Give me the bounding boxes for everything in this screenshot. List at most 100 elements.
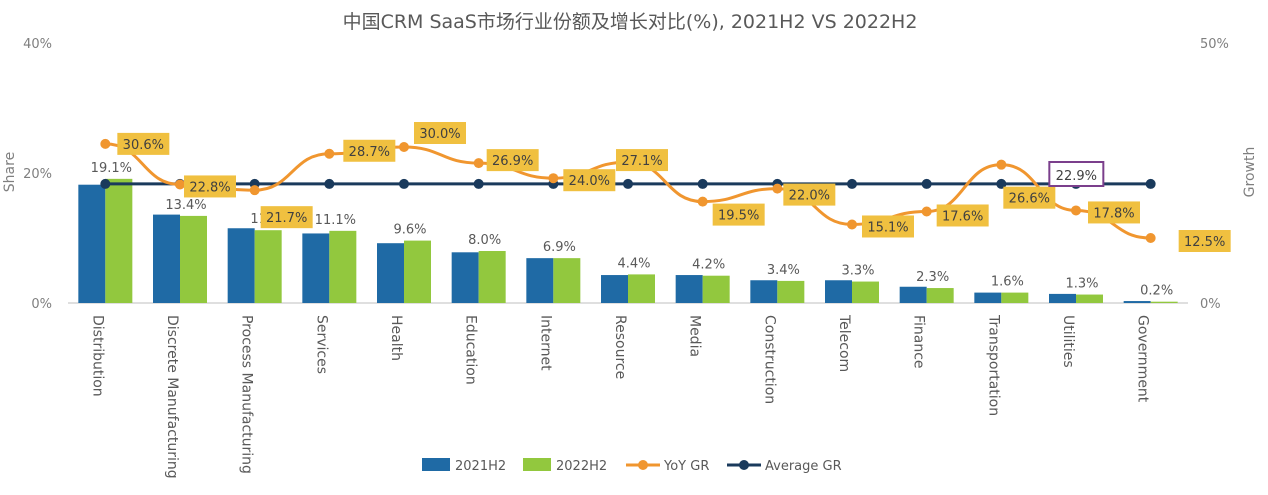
y-axis-title: Share [2, 152, 18, 192]
category-label: Transportation [985, 314, 1001, 416]
yoy-gr-point [100, 138, 111, 149]
average-gr-point [1145, 178, 1156, 189]
category-label: Utilities [1060, 315, 1076, 368]
average-gr-point [996, 178, 1007, 189]
yoy-gr-point [548, 173, 559, 184]
legend-swatch-2022h2 [523, 458, 551, 471]
yoy-label-box [260, 206, 313, 229]
category-label: Services [313, 315, 329, 374]
category-label: Telecom [836, 314, 852, 372]
bar-2021h2 [451, 252, 479, 303]
yoy-gr-point [399, 142, 409, 152]
bar-2021h2 [377, 243, 404, 303]
yoy-gr-point [324, 148, 335, 159]
bar-2022h2 [1150, 301, 1178, 303]
bar-value-label: 1.3% [1065, 277, 1098, 292]
category-label: Government [1135, 315, 1151, 403]
y2-axis-title: Growth [1242, 147, 1258, 198]
average-gr-point [473, 178, 484, 189]
yoy-label-box [783, 183, 836, 206]
y2-tick-label: 0% [1200, 297, 1221, 312]
bar-value-label: 19.1% [91, 161, 132, 176]
legend-label-2022h2: 2022H2 [556, 459, 607, 474]
yoy-label-box [1178, 230, 1231, 252]
yoy-label-box [1003, 186, 1056, 209]
yoy-label-box [1088, 201, 1140, 224]
yoy-label-box [936, 204, 989, 227]
bar-2022h2 [329, 230, 357, 303]
bar-value-label: 11.1% [315, 213, 356, 228]
bar-2021h2 [1049, 293, 1076, 303]
bar-value-label: 6.9% [543, 240, 576, 255]
bar-2021h2 [526, 258, 554, 303]
average-gr-point [921, 178, 932, 189]
yoy-value-label: 17.6% [942, 209, 983, 224]
yoy-gr-point [1071, 205, 1081, 216]
yoy-value-label: 17.8% [1093, 206, 1134, 221]
yoy-label-box [862, 215, 914, 238]
bar-2022h2 [553, 258, 581, 303]
bar-value-label: 8.0% [468, 233, 501, 248]
y2-tick-label: 50% [1200, 37, 1229, 52]
y-tick-label: 0% [31, 297, 52, 312]
lines [100, 138, 1156, 243]
average-gr-point [847, 178, 857, 189]
bar-value-label: 3.3% [841, 264, 874, 279]
category-label: Media [687, 315, 703, 357]
bar-2022h2 [180, 215, 207, 303]
bar-2021h2 [601, 275, 628, 303]
bar-2021h2 [153, 214, 180, 303]
yoy-gr-point [249, 185, 260, 196]
yoy-value-label: 26.9% [492, 154, 533, 169]
yoy-value-label: 30.0% [419, 127, 460, 142]
bar-value-label: 3.4% [767, 263, 800, 278]
bar-2021h2 [974, 292, 1002, 303]
yoy-value-label: 19.5% [718, 209, 759, 224]
category-label: Distribution [89, 315, 105, 397]
average-gr-point [399, 178, 409, 189]
yoy-value-label: 30.6% [123, 138, 164, 153]
y-tick-label: 40% [23, 37, 52, 52]
bar-2021h2 [227, 228, 255, 303]
legend-swatch-avg-marker [739, 460, 749, 470]
yoy-label-box [184, 175, 236, 198]
yoy-gr-point [921, 206, 932, 217]
yoy-gr-point [996, 159, 1007, 170]
category-label: Process Manufacturing [239, 315, 255, 474]
yoy-label-box [343, 139, 396, 162]
bar-2022h2 [404, 240, 431, 303]
category-label: Finance [911, 315, 927, 369]
bar-2022h2 [926, 288, 954, 303]
category-label: Education [463, 315, 479, 385]
average-gr-point [623, 178, 633, 189]
category-label: Discrete Manufacturing [164, 315, 180, 479]
yoy-label-box [486, 149, 539, 172]
bar-2022h2 [702, 275, 730, 303]
bar-2021h2 [675, 275, 703, 303]
yoy-label-box [414, 122, 466, 144]
data-labels: 19.1%13.4%11.11.1%9.6%8.0%6.9%4.4%4.2%3.… [91, 122, 1231, 299]
bar-value-label: 9.6% [393, 223, 426, 238]
category-labels: Distribution Discrete Manufacturing Proces… [89, 314, 1150, 479]
category-label: Health [388, 315, 404, 361]
bar-value-label: 4.2% [692, 258, 725, 273]
yoy-value-label: 12.5% [1184, 235, 1225, 250]
yoy-value-label: 26.6% [1009, 192, 1050, 207]
bar-2021h2 [1123, 301, 1151, 303]
bar-2022h2 [478, 251, 506, 303]
chart-title: 中国CRM SaaS市场行业份额及增长对比(%), 2021H2 VS 2022… [343, 11, 918, 33]
bars [78, 178, 1178, 303]
yoy-value-label: 22.0% [789, 189, 830, 204]
average-gr-label: 22.9% [1056, 169, 1097, 184]
average-gr-point [324, 178, 335, 189]
bar-2022h2 [1001, 292, 1029, 303]
yoy-gr-point [847, 219, 857, 230]
bar-2022h2 [105, 178, 133, 303]
category-label: Construction [761, 315, 777, 404]
legend-swatch-yoy-marker [638, 460, 648, 470]
bar-2022h2 [628, 274, 655, 303]
average-gr-label-box [1048, 161, 1105, 187]
yoy-value-label: 27.1% [621, 154, 662, 169]
yoy-value-label: 21.7% [266, 211, 307, 226]
